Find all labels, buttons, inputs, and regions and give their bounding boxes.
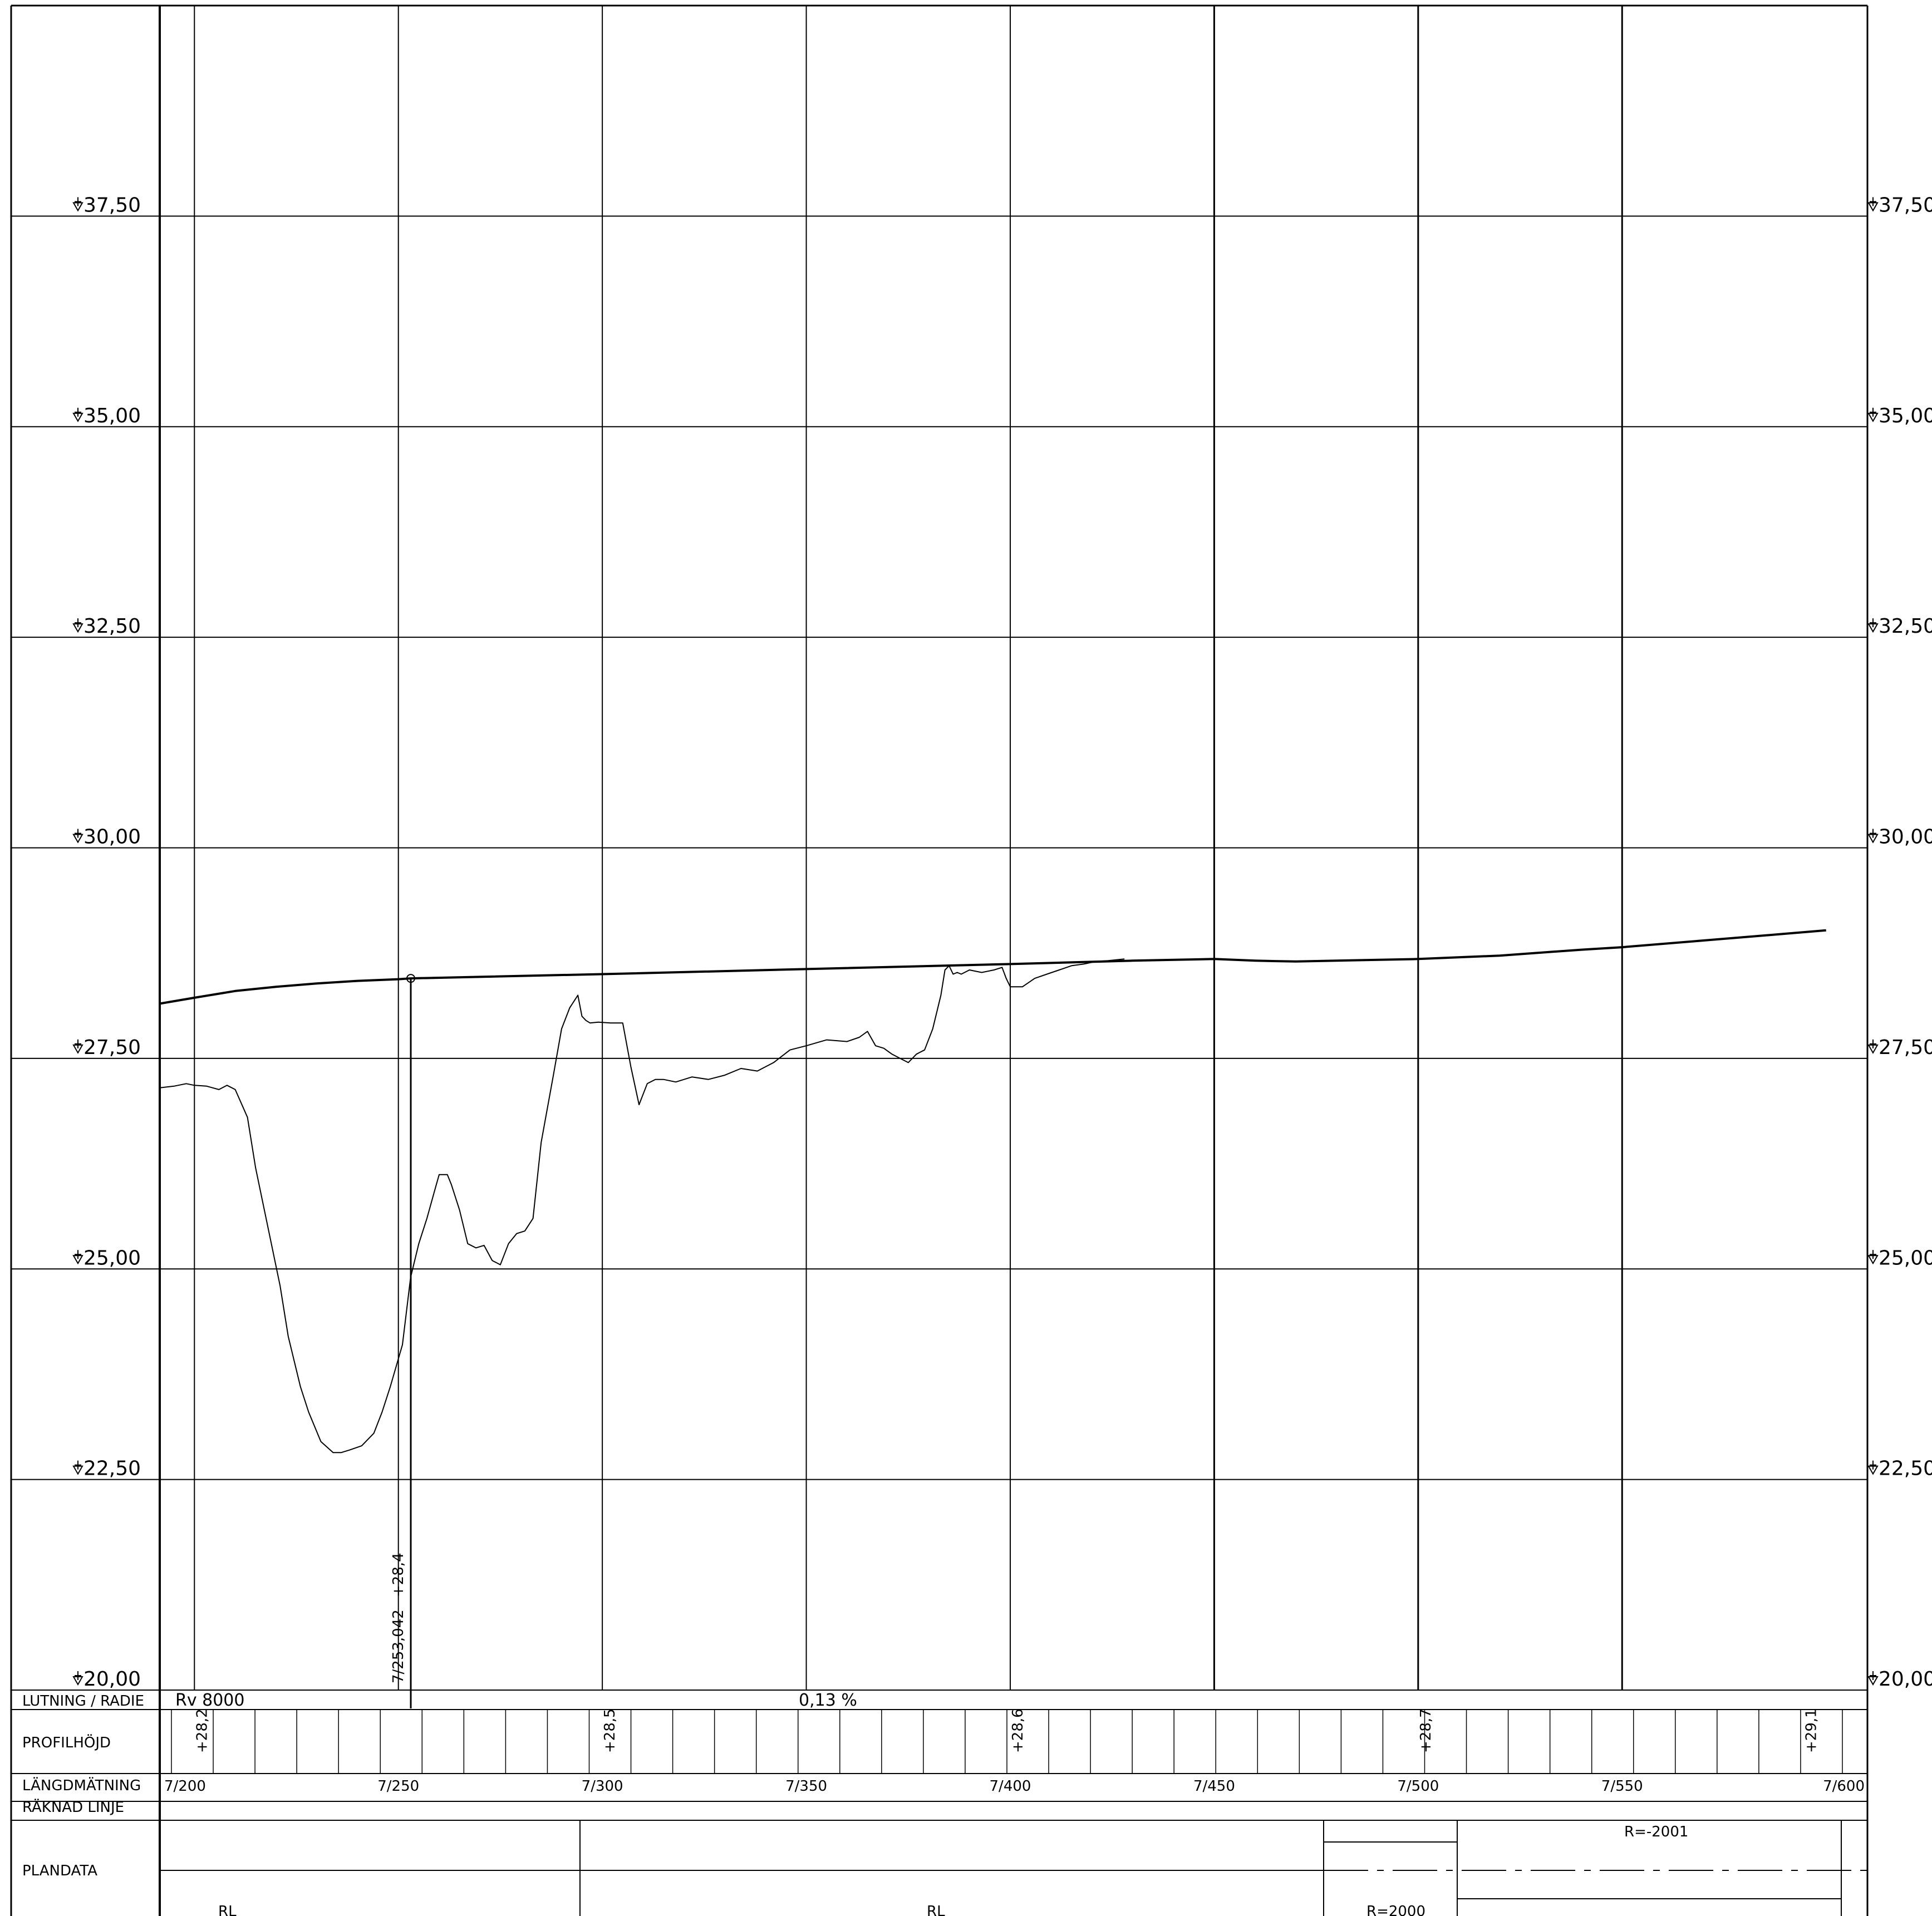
elevation-scale: 20,00 20,00 22,50 22,50 25,00 25,00 27,50 27,50… — [72, 194, 1932, 1691]
profile-height-label: +28,6 — [1010, 1708, 1026, 1753]
elevation-marker-icon — [1867, 407, 1879, 422]
elevation-tick-right: 32,50 — [1867, 615, 1932, 638]
elevation-marker-icon — [72, 1671, 83, 1686]
profile-height-label: +28,2 — [194, 1708, 210, 1753]
elevation-label-right: 32,50 — [1879, 615, 1932, 638]
elevation-label-left: 32,50 — [83, 615, 141, 638]
row-label-lutning: LUTNING / RADIE — [22, 1693, 144, 1710]
profile-grid — [11, 6, 1867, 1691]
vertex-station-label: 7/253,042 — [390, 1609, 407, 1683]
elevation-marker-icon — [1867, 197, 1879, 212]
station-label: 7/550 — [1601, 1778, 1643, 1795]
elevation-tick-right: 22,50 — [1867, 1457, 1932, 1480]
elevation-label-left: 35,00 — [83, 405, 141, 427]
elevation-label-right: 35,00 — [1879, 405, 1932, 427]
elevation-tick-left: 35,00 — [72, 405, 141, 427]
elevation-marker-icon — [72, 618, 83, 633]
row-label-langdmatning: LÄNGDMÄTNING — [22, 1776, 141, 1794]
station-label: 7/350 — [785, 1778, 827, 1795]
elevation-marker-icon — [1867, 1671, 1879, 1686]
elevation-tick-right: 27,50 — [1867, 1036, 1932, 1059]
elevation-tick-left: 25,00 — [72, 1247, 141, 1269]
elevation-label-left: 20,00 — [83, 1668, 141, 1691]
profile-lines — [159, 929, 1826, 1454]
plandata-r-negative: R=-2001 — [1624, 1824, 1688, 1840]
elevation-tick-left: 32,50 — [72, 615, 141, 638]
elevation-label-left: 22,50 — [83, 1457, 141, 1480]
radius-value: Rv 8000 — [175, 1691, 244, 1710]
vertex-marker: 7/253,042 +28,4 — [390, 974, 416, 1708]
elevation-label-left: 27,50 — [83, 1036, 141, 1059]
elevation-label-right: 20,00 — [1879, 1668, 1932, 1691]
plandata-r-positive: R=2000 — [1366, 1903, 1425, 1916]
station-label: 7/500 — [1397, 1778, 1439, 1795]
elevation-marker-icon — [1867, 1460, 1879, 1475]
elevation-marker-icon — [1867, 829, 1879, 844]
elevation-tick-right: 35,00 — [1867, 405, 1932, 427]
ground-profile-line — [159, 958, 1125, 1454]
profile-height-label: +28,7 — [1418, 1708, 1434, 1753]
elevation-marker-icon — [1867, 1039, 1879, 1054]
vertex-elevation-label: +28,4 — [390, 1553, 407, 1597]
elevation-marker-icon — [72, 197, 83, 212]
elevation-label-right: 22,50 — [1879, 1457, 1932, 1480]
elevation-tick-right: 20,00 — [1867, 1668, 1932, 1691]
elevation-label-right: 25,00 — [1879, 1247, 1932, 1269]
station-label: 7/450 — [1193, 1778, 1235, 1795]
elevation-marker-icon — [72, 1460, 83, 1475]
elevation-tick-left: 30,00 — [72, 826, 141, 849]
profile-height-label: +28,5 — [602, 1708, 618, 1753]
elevation-tick-left: 37,50 — [72, 194, 141, 216]
elevation-marker-icon — [72, 829, 83, 844]
elevation-marker-icon — [1867, 618, 1879, 633]
elevation-marker-icon — [1867, 1250, 1879, 1265]
row-label-raknad-linje: RÄKNAD LINJE — [22, 1798, 124, 1816]
drawing-frame — [10, 4, 1869, 1916]
elevation-label-right: 37,50 — [1879, 194, 1932, 216]
elevation-tick-left: 20,00 — [72, 1668, 141, 1691]
elevation-label-left: 37,50 — [83, 194, 141, 216]
plandata-rl-left: RL — [218, 1903, 237, 1916]
station-label: 7/250 — [377, 1778, 419, 1795]
profile-height-label: +29,1 — [1803, 1708, 1820, 1753]
row-label-profilhojd: PROFILHÖJD — [22, 1733, 111, 1751]
elevation-label-left: 30,00 — [83, 826, 141, 849]
band-table: LUTNING / RADIE PROFILHÖJD LÄNGDMÄTNING … — [11, 1690, 1867, 1916]
design-profile-line — [159, 929, 1826, 1005]
station-label: 7/600 — [1823, 1778, 1865, 1795]
plandata-rl-right: RL — [927, 1903, 945, 1916]
elevation-label-left: 25,00 — [83, 1247, 141, 1269]
elevation-label-right: 27,50 — [1879, 1036, 1932, 1059]
elevation-marker-icon — [72, 407, 83, 422]
elevation-tick-right: 30,00 — [1867, 826, 1932, 849]
elevation-label-right: 30,00 — [1879, 826, 1932, 849]
elevation-tick-right: 25,00 — [1867, 1247, 1932, 1269]
row-label-plandata: PLANDATA — [22, 1863, 97, 1879]
elevation-tick-left: 27,50 — [72, 1036, 141, 1059]
station-label: 7/200 — [164, 1778, 206, 1795]
elevation-tick-left: 22,50 — [72, 1457, 141, 1480]
profile-height-labels: +28,2 +28,5 +28,6 +28,7 +29,1 — [194, 1708, 1820, 1753]
station-label: 7/300 — [582, 1778, 623, 1795]
station-labels: 7/200 7/250 7/300 7/350 7/400 7/450 7/500 7/550… — [164, 1778, 1865, 1795]
station-label: 7/400 — [990, 1778, 1031, 1795]
elevation-marker-icon — [72, 1250, 83, 1265]
elevation-marker-icon — [72, 1039, 83, 1054]
grade-value: 0,13 % — [799, 1691, 857, 1710]
elevation-tick-right: 37,50 — [1867, 194, 1932, 216]
